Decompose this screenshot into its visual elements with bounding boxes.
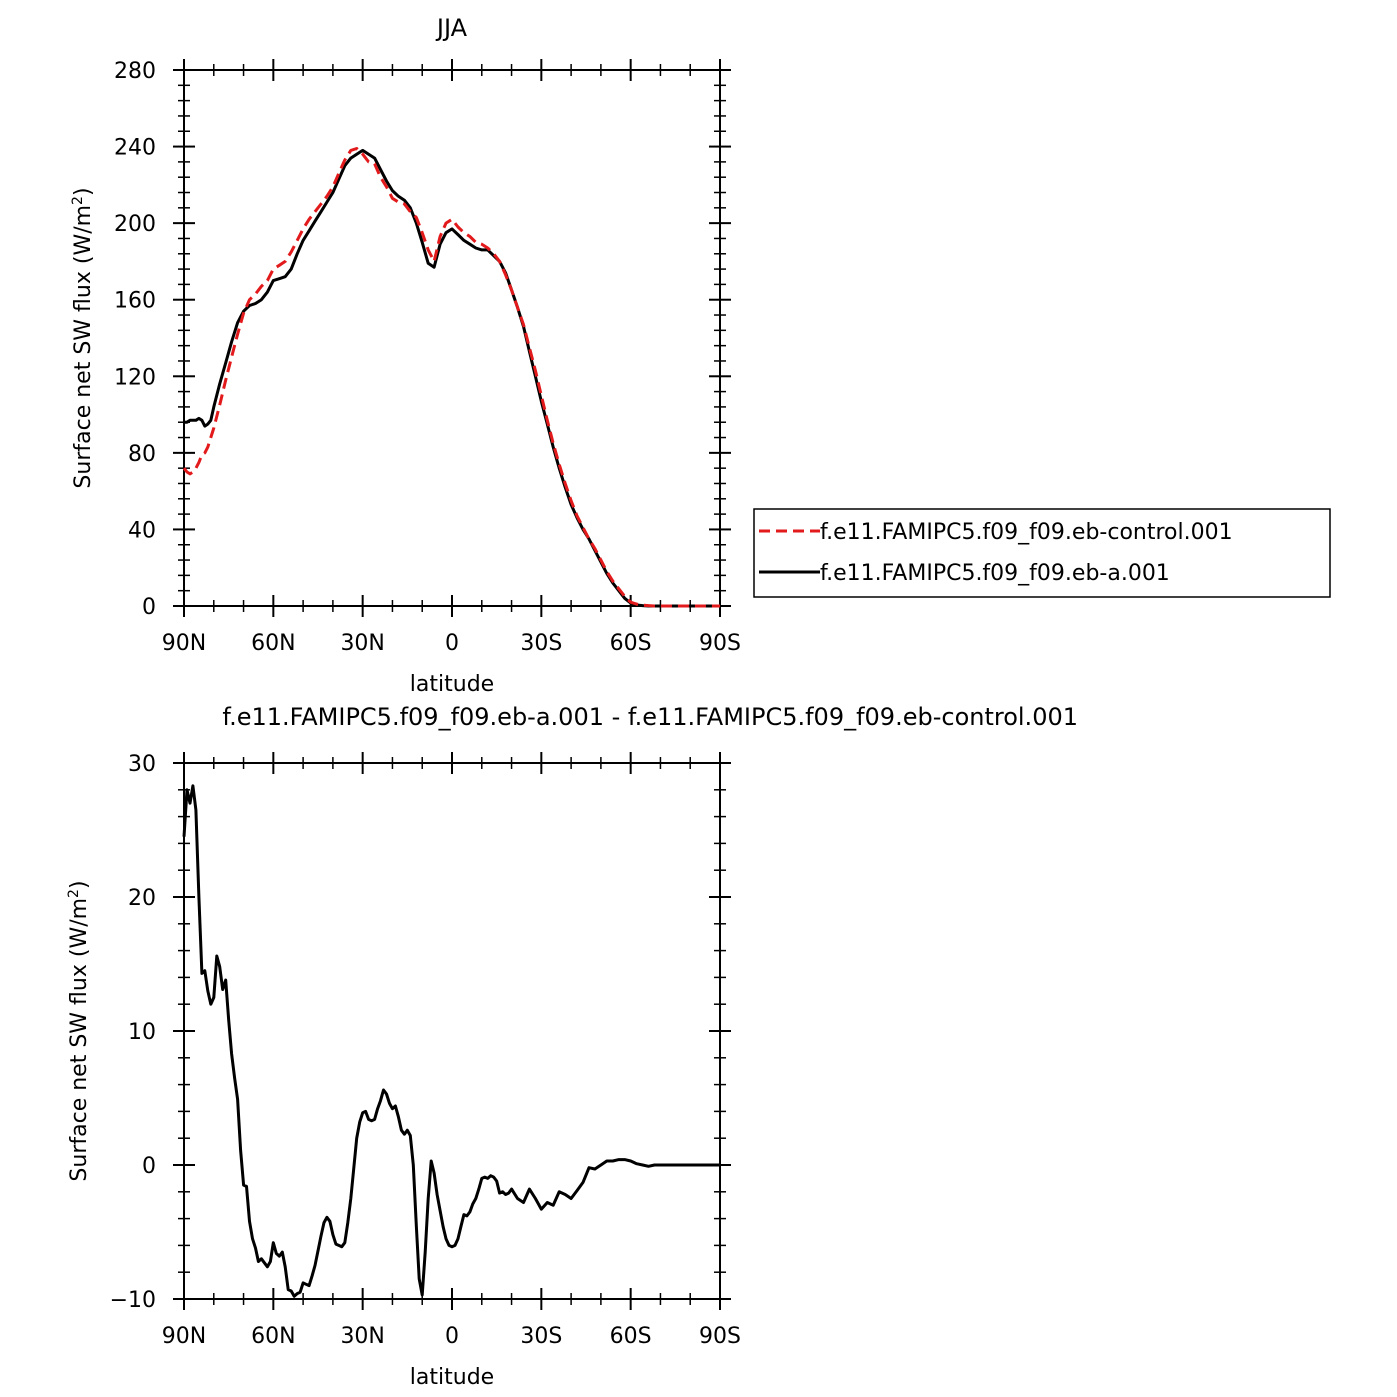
top-y-tick-label: 40 — [128, 518, 156, 543]
top-panel: JJA 90N 60N 30N 0 30S 60S 90S 0 40 80 120 160 200 24… — [70, 14, 1331, 697]
bottom-chart-title: f.e11.FAMIPC5.f09_f09.eb-a.001 - f.e11.F… — [222, 703, 1078, 731]
top-x-tick-label: 60S — [610, 631, 652, 656]
bottom-x-tick-labels: 90N 60N 30N 0 30S 60S 90S — [162, 1324, 741, 1349]
bottom-y-tick-label: 30 — [128, 752, 156, 777]
top-y-tick-label: 0 — [142, 595, 156, 620]
bottom-y-tick-label: 0 — [142, 1154, 156, 1179]
top-y-tick-label: 240 — [114, 136, 156, 161]
top-y-tick-label: 80 — [128, 442, 156, 467]
bottom-x-tick-label: 60N — [251, 1324, 295, 1349]
bottom-panel: f.e11.FAMIPC5.f09_f09.eb-a.001 - f.e11.F… — [66, 703, 1078, 1390]
top-x-axis-label: latitude — [410, 672, 494, 697]
top-x-tick-labels: 90N 60N 30N 0 30S 60S 90S — [162, 631, 741, 656]
bottom-y-axis-label: Surface net SW flux (W/m2) — [66, 880, 92, 1181]
bottom-x-tick-label: 90S — [699, 1324, 741, 1349]
top-axis-ticks — [173, 59, 731, 617]
bottom-x-tick-label: 90N — [162, 1324, 206, 1349]
top-series-line-0 — [182, 147, 720, 608]
top-y-tick-label: 160 — [114, 289, 156, 314]
top-y-tick-label: 120 — [114, 365, 156, 390]
bottom-series-line-0 — [182, 784, 720, 1298]
bottom-x-tick-label: 30N — [340, 1324, 384, 1349]
bottom-x-tick-label: 60S — [610, 1324, 652, 1349]
top-x-tick-label: 30N — [340, 631, 384, 656]
top-plot-frame — [183, 69, 721, 607]
top-x-tick-label: 0 — [445, 631, 459, 656]
bottom-y-tick-label: 10 — [128, 1020, 156, 1045]
bottom-plot-frame — [183, 762, 721, 1300]
top-y-axis-label: Surface net SW flux (W/m2) — [70, 187, 96, 488]
top-x-tick-label: 90S — [699, 631, 741, 656]
bottom-x-tick-label: 30S — [520, 1324, 562, 1349]
bottom-y-tick-label: −10 — [110, 1288, 156, 1313]
legend-label-control: f.e11.FAMIPC5.f09_f09.eb-control.001 — [820, 520, 1233, 545]
legend-box — [753, 508, 1331, 598]
top-x-tick-label: 60N — [251, 631, 295, 656]
top-chart-title: JJA — [435, 14, 468, 42]
top-y-tick-labels: 0 40 80 120 160 200 240 280 — [114, 59, 156, 620]
top-series-line-1 — [184, 148, 720, 608]
bottom-y-tick-labels: −10 0 10 20 30 — [110, 752, 156, 1313]
bottom-x-tick-label: 0 — [445, 1324, 459, 1349]
legend: f.e11.FAMIPC5.f09_f09.eb-control.001 f.e… — [753, 508, 1331, 598]
bottom-axis-ticks — [173, 752, 731, 1310]
top-y-tick-label: 200 — [114, 212, 156, 237]
top-series-lines — [182, 147, 720, 608]
bottom-series-lines — [182, 784, 720, 1298]
bottom-y-tick-label: 20 — [128, 886, 156, 911]
bottom-x-axis-label: latitude — [410, 1365, 494, 1390]
top-x-tick-label: 30S — [520, 631, 562, 656]
top-x-tick-label: 90N — [162, 631, 206, 656]
top-y-tick-label: 280 — [114, 59, 156, 84]
legend-label-a: f.e11.FAMIPC5.f09_f09.eb-a.001 — [820, 561, 1170, 586]
